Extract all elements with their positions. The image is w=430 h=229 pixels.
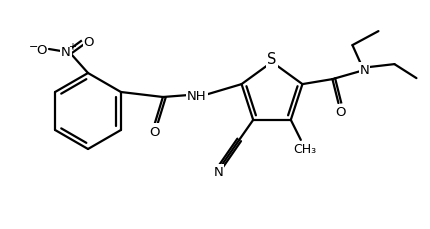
- Text: O: O: [36, 43, 46, 56]
- Text: CH₃: CH₃: [292, 143, 316, 156]
- Text: O: O: [83, 35, 94, 48]
- Text: −: −: [29, 42, 39, 52]
- Text: N: N: [213, 166, 223, 179]
- Text: NH: NH: [187, 89, 206, 102]
- Text: N: N: [61, 45, 71, 58]
- Text: O: O: [149, 125, 160, 138]
- Text: S: S: [267, 52, 276, 67]
- Text: N: N: [359, 63, 369, 76]
- Text: +: +: [68, 42, 76, 52]
- Text: O: O: [335, 105, 345, 118]
